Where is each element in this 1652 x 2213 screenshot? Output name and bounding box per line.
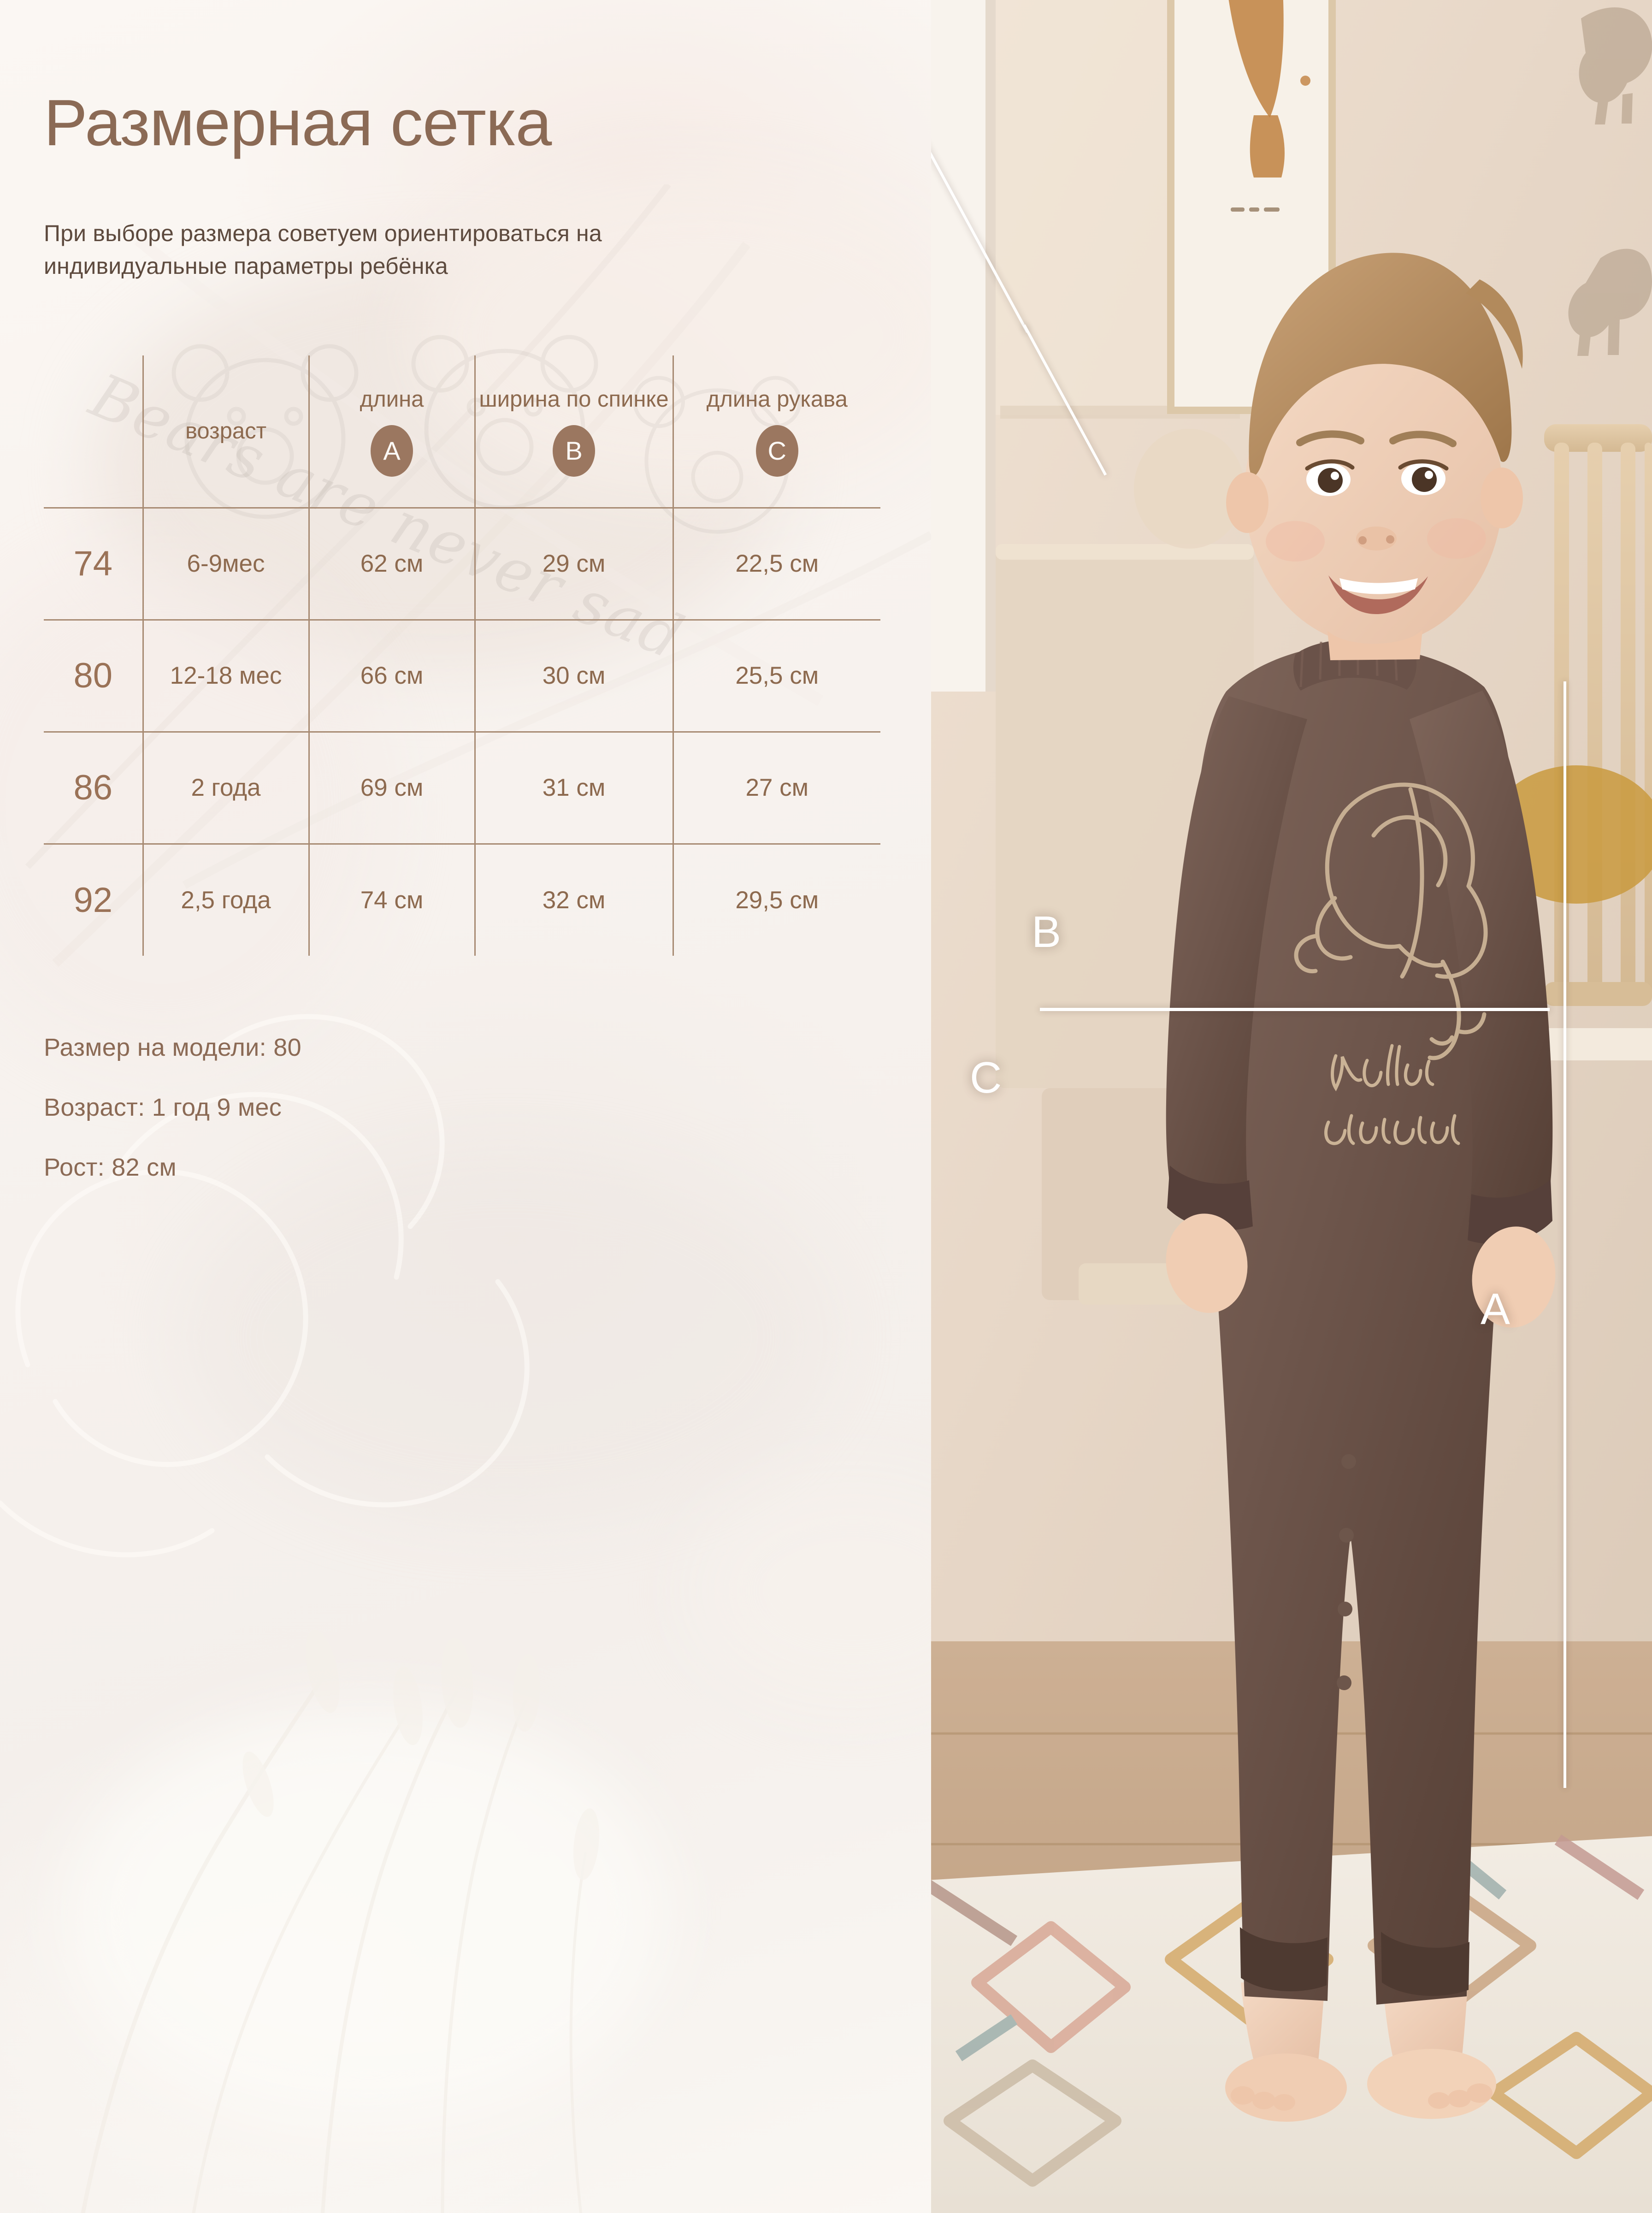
size-table-head: возраст длина A ширина по спинке B [44,355,880,508]
header-cell-back-width: ширина по спинке B [474,355,673,508]
size-table: возраст длина A ширина по спинке B [44,355,880,956]
measure-label-b: B [1032,907,1062,957]
table-row: 74 6-9мес 62 см 29 см 22,5 см [44,508,880,620]
badge-a: A [371,425,413,477]
dried-flowers-decoration [0,1568,931,2213]
cell-size: 86 [73,768,113,808]
header-cell-size [44,355,143,508]
cell-size: 74 [73,544,113,584]
table-row: 92 2,5 года 74 см 32 см 29,5 см [44,844,880,956]
bg-blob [691,1475,931,1706]
page-subtitle: При выборе размера советуем ориентироват… [44,220,602,279]
badge-b: B [553,425,595,477]
info-panel: Размерная сетка При выборе размера совет… [0,0,931,2213]
cell-length: 69 см [308,732,475,844]
panel-content: Размерная сетка При выборе размера совет… [0,0,931,1180]
cell-size: 92 [73,880,113,920]
bg-blob [184,1153,830,1521]
cell-sleeve: 29,5 см [672,844,880,956]
header-label-sleeve: длина рукава [706,386,848,412]
cell-sleeve: 25,5 см [672,620,880,732]
cell-sleeve: 22,5 см [672,508,880,620]
model-height-text: Рост: 82 см [44,1154,177,1182]
cell-age: 12-18 мес [142,620,309,732]
header-label-length: длина [360,386,424,412]
model-info: Размер на модели: 80 Возраст: 1 год 9 ме… [44,1035,931,1180]
header-label-back-width: ширина по спинке [479,386,669,412]
measure-label-c: C [970,1053,1003,1102]
cell-age: 2 года [142,732,309,844]
model-size-text: Размер на модели: 80 [44,1034,301,1062]
model-photo: C B A [931,0,1652,2213]
measure-label-a: A [1481,1284,1511,1334]
bg-blob [69,1706,668,2121]
cell-age: 6-9мес [142,508,309,620]
measure-line-b [1040,1008,1550,1011]
cell-size: 80 [73,656,113,696]
cell-sleeve: 27 см [672,732,880,844]
size-table-container: Bears are never sad [44,335,931,956]
table-header-row: возраст длина A ширина по спинке B [44,355,880,508]
header-cell-age: возраст [142,355,309,508]
cell-back-width: 30 см [474,620,673,732]
page-title: Размерная сетка [44,86,552,160]
header-cell-length: длина A [308,355,475,508]
header-label-age: возраст [185,418,267,444]
cell-back-width: 32 см [474,844,673,956]
cell-length: 62 см [308,508,475,620]
cell-back-width: 29 см [474,508,673,620]
cell-length: 66 см [308,620,475,732]
size-table-body: 74 6-9мес 62 см 29 см 22,5 см 80 12-18 м… [44,508,880,956]
cell-back-width: 31 см [474,732,673,844]
nursery-scene-illustration [931,0,1652,2213]
cell-length: 74 см [308,844,475,956]
measure-line-a [1564,681,1566,1788]
cell-age: 2,5 года [142,844,309,956]
table-row: 80 12-18 мес 66 см 30 см 25,5 см [44,620,880,732]
model-age-text: Возраст: 1 год 9 мес [44,1094,282,1122]
header-cell-sleeve: длина рукава C [672,355,880,508]
table-row: 86 2 года 69 см 31 см 27 см [44,732,880,844]
badge-c: C [755,425,798,477]
